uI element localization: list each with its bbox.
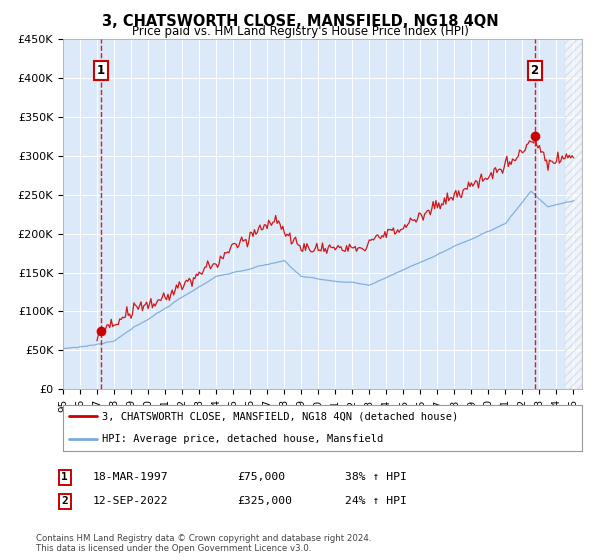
Text: HPI: Average price, detached house, Mansfield: HPI: Average price, detached house, Mans…: [102, 435, 383, 444]
Text: Contains HM Land Registry data © Crown copyright and database right 2024.
This d: Contains HM Land Registry data © Crown c…: [36, 534, 371, 553]
Text: Price paid vs. HM Land Registry's House Price Index (HPI): Price paid vs. HM Land Registry's House …: [131, 25, 469, 38]
Text: 3, CHATSWORTH CLOSE, MANSFIELD, NG18 4QN (detached house): 3, CHATSWORTH CLOSE, MANSFIELD, NG18 4QN…: [102, 412, 458, 421]
Text: 1: 1: [61, 472, 68, 482]
Text: 2: 2: [530, 64, 539, 77]
Text: 1: 1: [97, 64, 104, 77]
Text: 2: 2: [61, 496, 68, 506]
Text: 38% ↑ HPI: 38% ↑ HPI: [345, 472, 407, 482]
Text: 24% ↑ HPI: 24% ↑ HPI: [345, 496, 407, 506]
Text: £325,000: £325,000: [237, 496, 292, 506]
Text: 3, CHATSWORTH CLOSE, MANSFIELD, NG18 4QN: 3, CHATSWORTH CLOSE, MANSFIELD, NG18 4QN: [101, 14, 499, 29]
Text: £75,000: £75,000: [237, 472, 285, 482]
Text: 18-MAR-1997: 18-MAR-1997: [93, 472, 169, 482]
Text: 12-SEP-2022: 12-SEP-2022: [93, 496, 169, 506]
